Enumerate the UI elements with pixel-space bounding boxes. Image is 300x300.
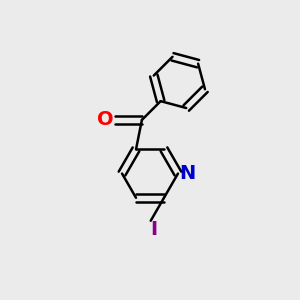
Text: I: I: [150, 220, 157, 239]
Text: O: O: [97, 110, 113, 129]
Text: N: N: [179, 164, 196, 183]
